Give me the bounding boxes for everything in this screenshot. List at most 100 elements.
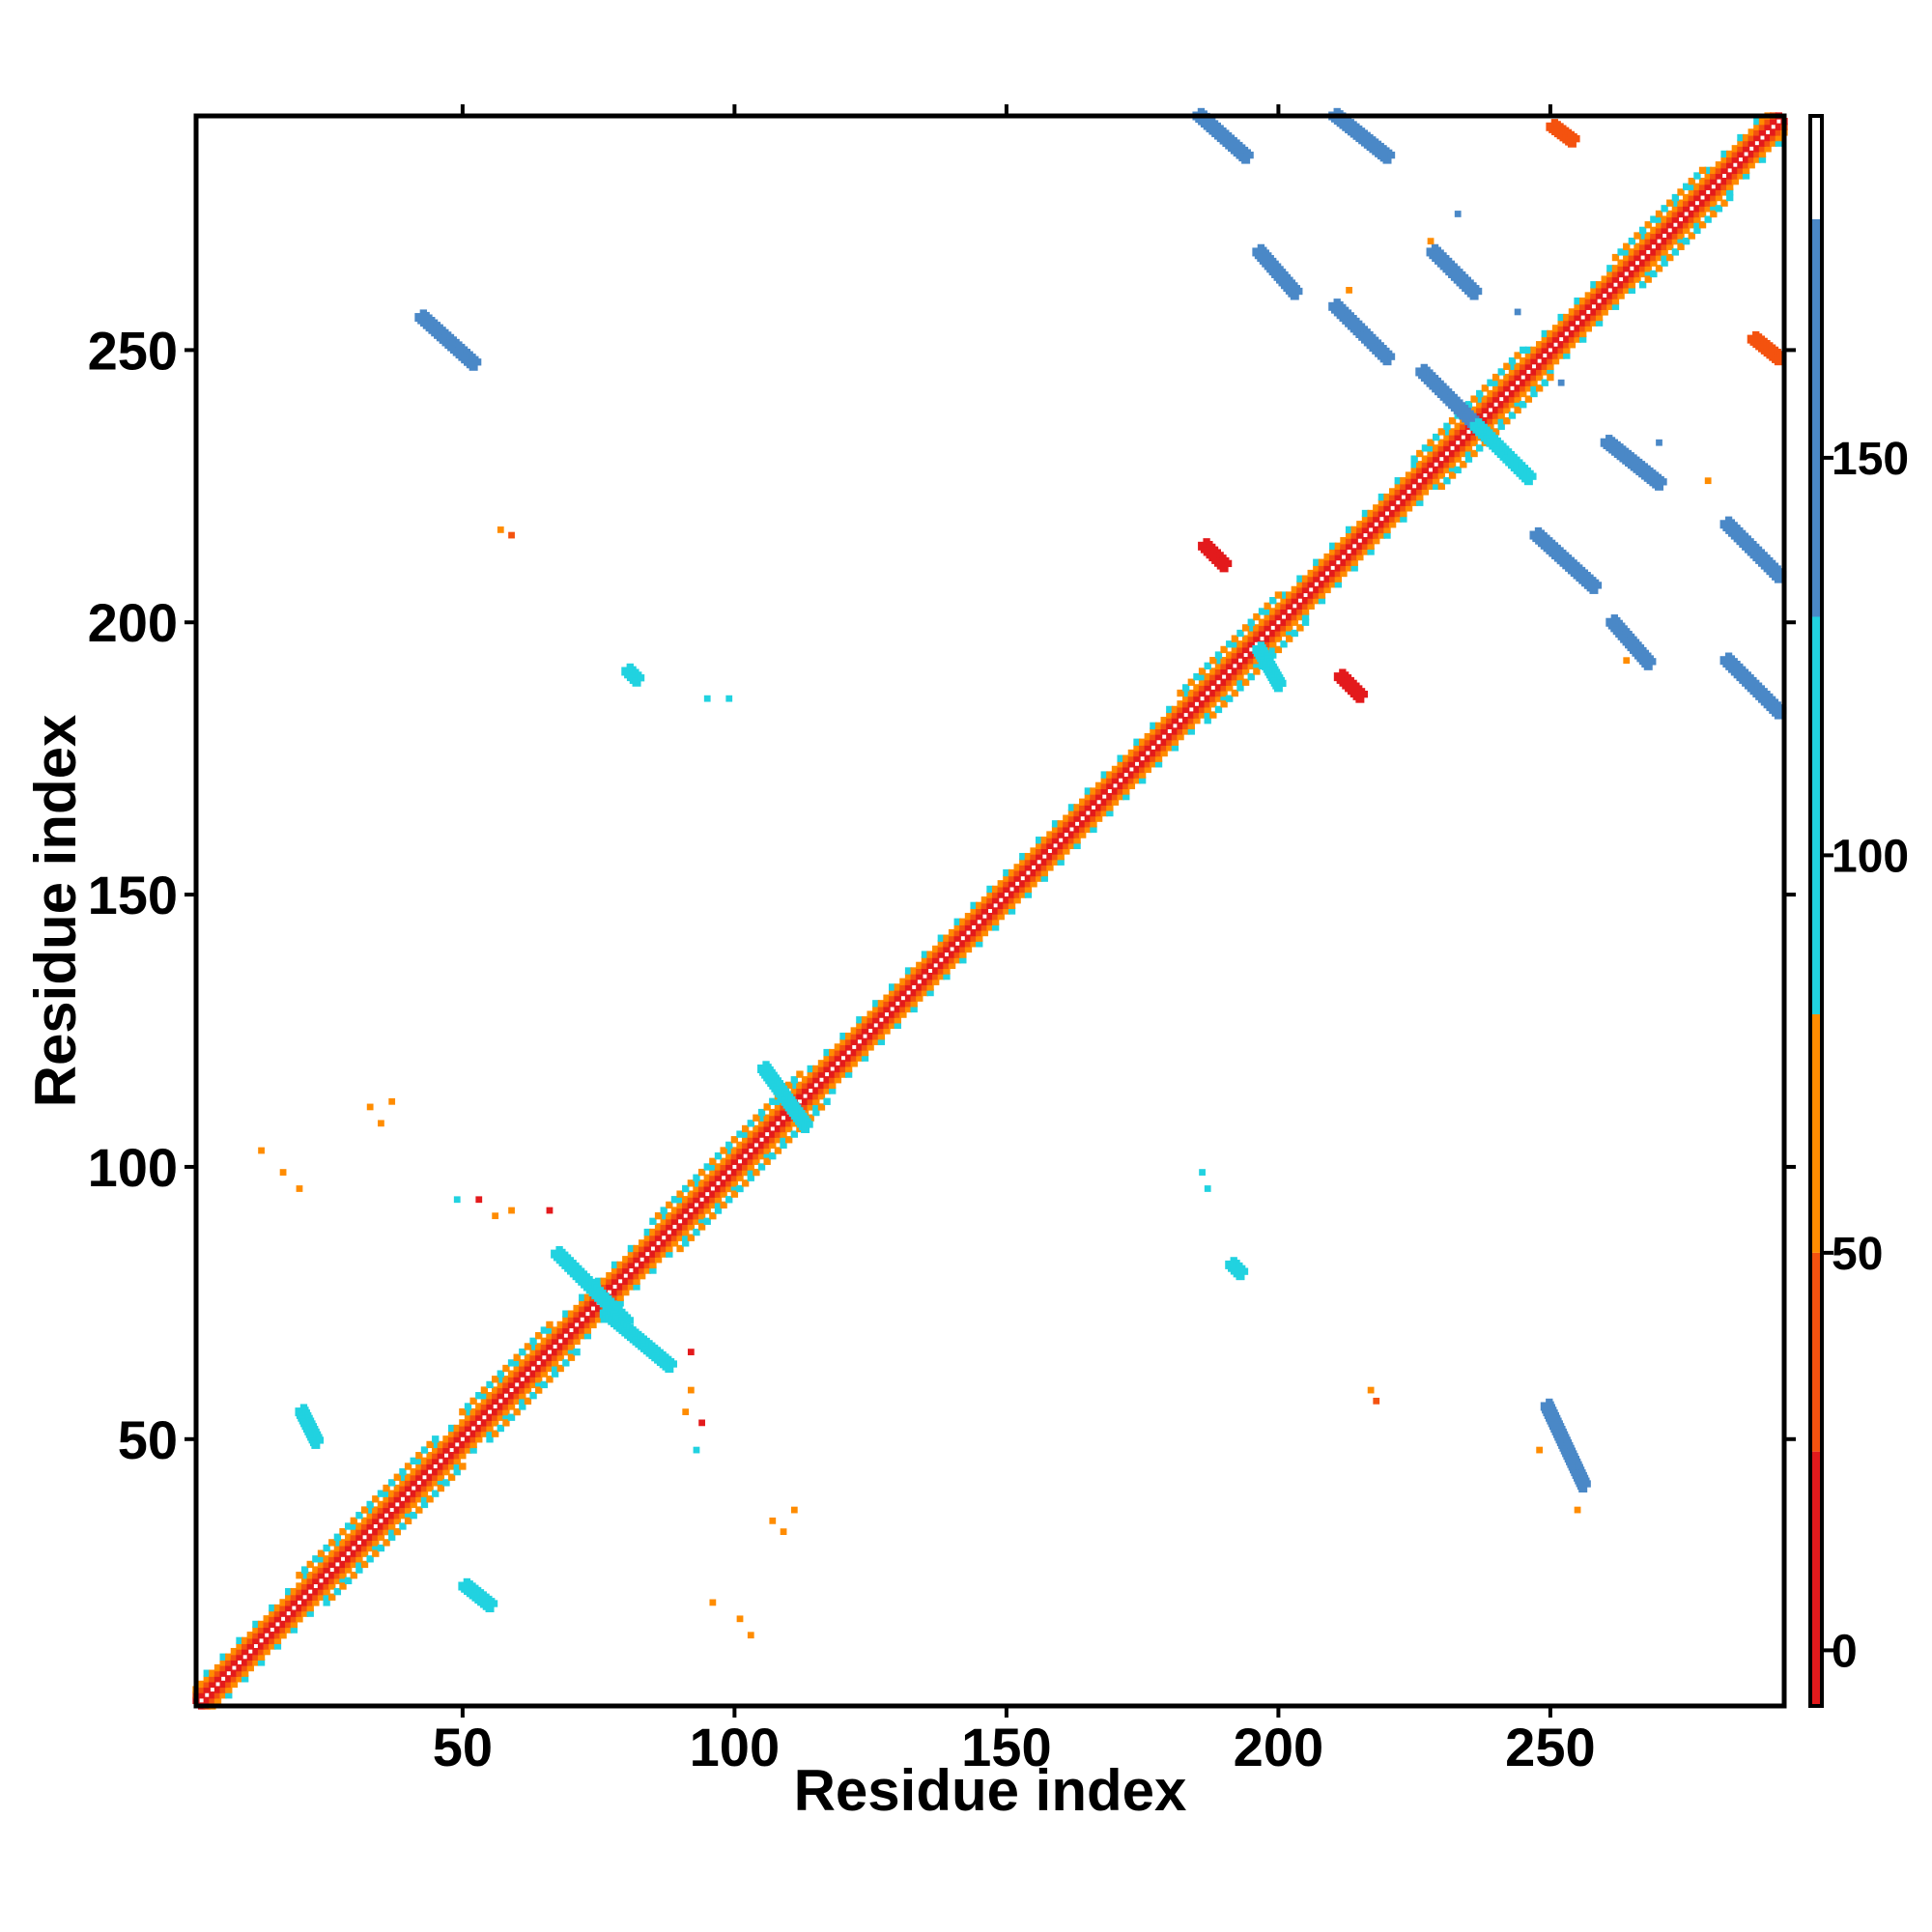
contact-spot <box>1574 1506 1581 1514</box>
contact-cell <box>801 1123 810 1133</box>
diagonal-cell <box>459 1430 467 1437</box>
diagonal-cell <box>670 1234 679 1241</box>
diagonal-cell <box>1742 161 1750 169</box>
diagonal-cell <box>812 1065 820 1073</box>
helix-cell <box>556 1364 564 1373</box>
diagonal-cell <box>616 1261 624 1269</box>
diagonal-cell <box>720 1179 727 1187</box>
diagonal-cell <box>540 1370 548 1378</box>
diagonal-cell <box>312 1587 320 1596</box>
helix-cell <box>1476 389 1484 398</box>
diagonal-cell <box>453 1457 461 1464</box>
diagonal-cell <box>1193 717 1201 724</box>
helix-cell <box>676 1244 684 1253</box>
diagonal-cell <box>1367 521 1375 528</box>
diagonal-cell <box>1770 128 1777 136</box>
diagonal-cell <box>850 1054 858 1062</box>
diagonal-cell <box>1758 156 1767 163</box>
y-tick-label: 250 <box>88 320 178 381</box>
helix-cell <box>1492 428 1500 436</box>
diagonal-cell <box>355 1522 363 1530</box>
diagonal-cell <box>1030 858 1037 866</box>
helix-cell <box>350 1517 357 1525</box>
diagonal-cell <box>676 1234 684 1241</box>
diagonal-cell <box>720 1157 727 1165</box>
diagonal-cell <box>883 1005 891 1013</box>
diagonal-cell <box>1617 281 1625 289</box>
diagonal-cell <box>1182 689 1190 697</box>
helix-cell <box>502 1364 510 1373</box>
diagonal-cell <box>486 1392 494 1400</box>
diagonal-cell <box>1269 608 1277 615</box>
diagonal-cell <box>1433 482 1440 490</box>
diagonal-cell <box>213 1675 222 1683</box>
diagonal-cell <box>420 1457 429 1464</box>
diagonal-cell <box>1079 809 1087 817</box>
diagonal-cell <box>953 923 961 931</box>
diagonal-cell <box>579 1299 586 1307</box>
helix-cell <box>1655 265 1663 272</box>
helix-cell <box>1634 232 1641 240</box>
diagonal-cell <box>1144 732 1151 741</box>
diagonal-cell <box>497 1380 504 1389</box>
diagonal-cell <box>986 885 994 894</box>
diagonal-cell <box>1019 858 1027 866</box>
diagonal-cell <box>839 1043 847 1051</box>
diagonal-cell <box>1710 172 1718 180</box>
diagonal-cell <box>1067 820 1076 828</box>
diagonal-cell <box>1737 150 1745 158</box>
diagonal-cell <box>1547 368 1554 376</box>
diagonal-cell <box>812 1070 820 1078</box>
diagonal-cell <box>639 1239 646 1247</box>
diagonal-cell <box>1057 852 1065 861</box>
helix-cell <box>447 1473 456 1481</box>
diagonal-cell <box>633 1250 640 1258</box>
diagonal-cell <box>980 928 989 937</box>
diagonal-cell <box>579 1304 586 1313</box>
diagonal-cell <box>410 1500 417 1509</box>
helix-cell <box>1258 608 1266 615</box>
diagonal-cell <box>1421 482 1430 490</box>
diagonal-cell <box>1638 248 1647 256</box>
helix-cell <box>817 1103 826 1111</box>
diagonal-cell <box>486 1424 494 1433</box>
diagonal-cell <box>872 1016 880 1024</box>
diagonal-cell <box>252 1632 260 1639</box>
diagonal-cell <box>420 1463 429 1470</box>
helix-cell <box>328 1593 336 1601</box>
diagonal-cell <box>1547 335 1554 343</box>
diagonal-cell <box>1737 166 1745 175</box>
diagonal-cell <box>670 1212 679 1220</box>
diagonal-cell <box>1579 329 1587 338</box>
diagonal-cell <box>1497 384 1505 392</box>
helix-cell <box>753 1168 760 1177</box>
diagonal-cell <box>1742 172 1750 180</box>
diagonal-cell <box>1698 188 1707 196</box>
contact-spot <box>1204 1185 1211 1192</box>
helix-cell <box>709 1157 717 1165</box>
diagonal-cell <box>943 956 951 964</box>
diagonal-cell <box>551 1326 559 1334</box>
diagonal-cell <box>1334 564 1342 572</box>
diagonal-cell <box>1291 608 1298 615</box>
diagonal-cell <box>1601 297 1608 305</box>
diagonal-cell <box>1579 319 1587 327</box>
diagonal-cell <box>1220 695 1228 702</box>
helix-cell <box>1247 672 1255 681</box>
contact-cell <box>665 1363 674 1374</box>
diagonal-cell <box>246 1642 254 1650</box>
diagonal-cell <box>447 1424 456 1433</box>
diagonal-cell <box>453 1452 461 1460</box>
diagonal-cell <box>703 1207 711 1214</box>
diagonal-cell <box>1171 711 1179 719</box>
diagonal-cell <box>1040 847 1048 855</box>
diagonal-cell <box>932 972 940 980</box>
diagonal-cell <box>442 1467 450 1476</box>
diagonal-cell <box>1383 515 1391 523</box>
diagonal-cell <box>1617 259 1625 267</box>
diagonal-cell <box>1214 684 1223 692</box>
diagonal-cell <box>551 1332 559 1340</box>
diagonal-cell <box>1606 281 1614 289</box>
diagonal-cell <box>763 1152 771 1160</box>
diagonal-cell <box>687 1196 696 1204</box>
